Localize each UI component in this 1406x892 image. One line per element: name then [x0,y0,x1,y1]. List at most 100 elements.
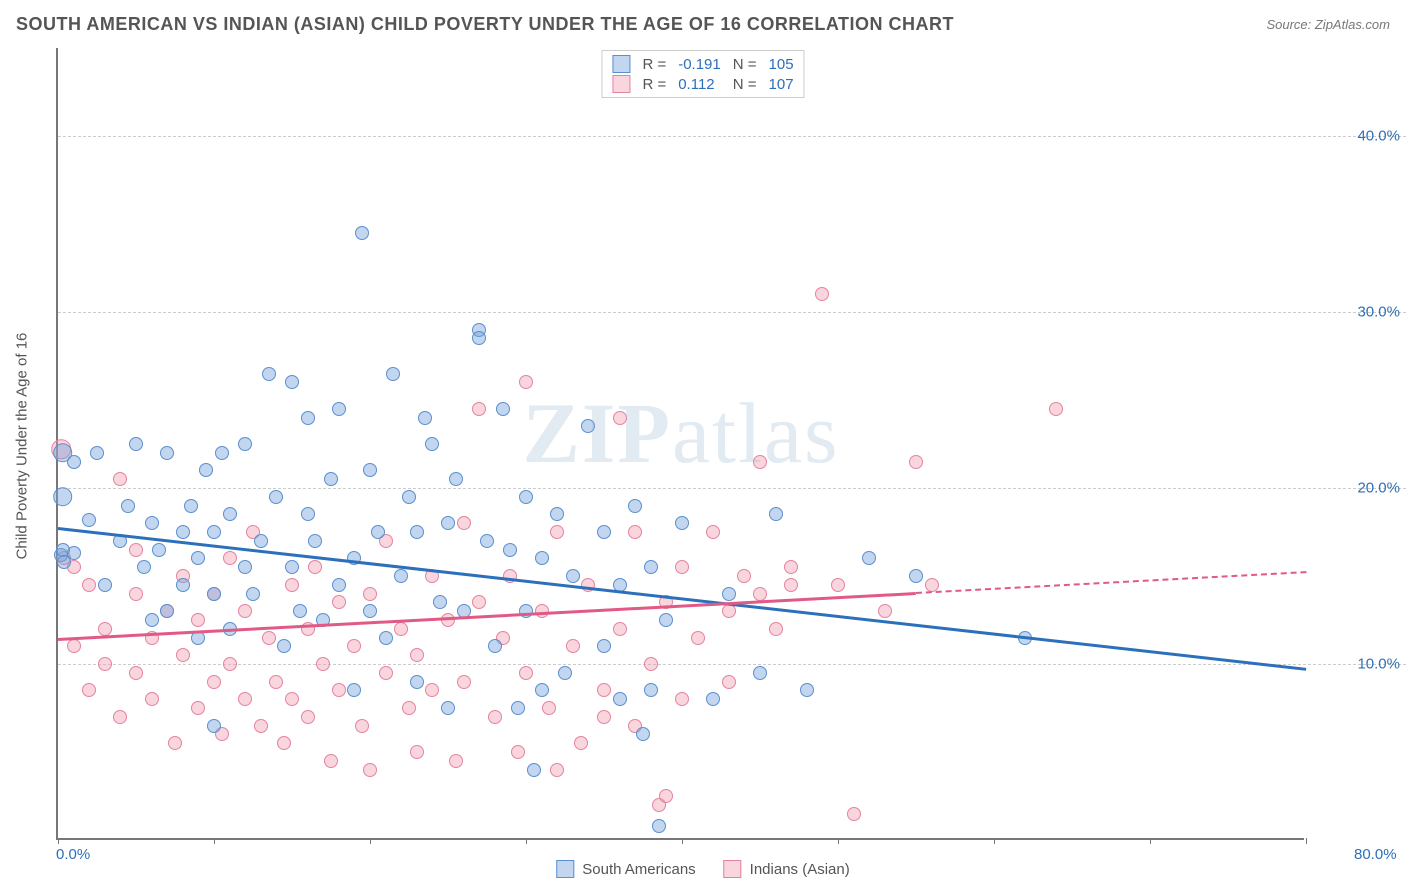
scatter-point [418,411,432,425]
scatter-point [277,736,291,750]
scatter-point [675,692,689,706]
scatter-point [223,507,237,521]
legend-n-label-0: N = [733,56,757,73]
legend-item-0: South Americans [556,860,695,878]
gridline-h [58,664,1406,665]
scatter-point [441,701,455,715]
scatter-point [519,490,533,504]
scatter-point [909,455,923,469]
scatter-point [293,604,307,618]
scatter-point [831,578,845,592]
scatter-point [519,375,533,389]
scatter-point [301,507,315,521]
scatter-point [847,807,861,821]
scatter-point [347,683,361,697]
plot-outer: ZIPatlas 10.0%20.0%30.0%40.0% [56,48,1304,840]
scatter-point [1049,402,1063,416]
scatter-point [628,525,642,539]
x-tick-mark [58,838,59,844]
scatter-point [191,551,205,565]
trend-line [58,527,1306,671]
scatter-point [800,683,814,697]
scatter-point [199,463,213,477]
plot-area: ZIPatlas 10.0%20.0%30.0%40.0% [56,48,1304,840]
legend-swatch-bottom-0 [556,860,574,878]
scatter-point [176,648,190,662]
scatter-point [659,789,673,803]
scatter-point [98,622,112,636]
x-tick-mark [370,838,371,844]
scatter-point [496,402,510,416]
legend-swatch-series-0 [612,55,630,73]
scatter-point [363,587,377,601]
y-axis-title: Child Poverty Under the Age of 16 [14,333,31,560]
scatter-point [223,551,237,565]
x-tick-mark [838,838,839,844]
scatter-point [98,657,112,671]
x-tick-mark [1150,838,1151,844]
scatter-point [644,560,658,574]
scatter-point [207,719,221,733]
scatter-point [129,437,143,451]
scatter-point [152,543,166,557]
title-bar: SOUTH AMERICAN VS INDIAN (ASIAN) CHILD P… [16,14,1390,35]
scatter-point [769,622,783,636]
scatter-point [316,657,330,671]
legend-swatch-series-1 [612,75,630,93]
scatter-point [535,683,549,697]
scatter-point [402,490,416,504]
scatter-point [145,692,159,706]
scatter-point [769,507,783,521]
scatter-point [706,525,720,539]
scatter-point [394,622,408,636]
scatter-point [301,411,315,425]
scatter-point [308,534,322,548]
scatter-point [160,604,174,618]
scatter-point [262,631,276,645]
scatter-point [332,578,346,592]
scatter-point [597,639,611,653]
scatter-point [410,745,424,759]
legend-r-label-1: R = [642,76,666,93]
scatter-point [909,569,923,583]
scatter-point [628,499,642,513]
legend-label-1: Indians (Asian) [750,861,850,878]
legend-r-label-0: R = [642,56,666,73]
y-tick-label: 10.0% [1357,656,1400,673]
scatter-point [238,560,252,574]
scatter-point [706,692,720,706]
scatter-point [379,631,393,645]
scatter-point [550,507,564,521]
scatter-point [67,455,81,469]
legend-swatch-bottom-1 [724,860,742,878]
scatter-point [301,710,315,724]
scatter-point [176,578,190,592]
x-axis-max-label: 80.0% [1354,846,1397,863]
scatter-point [472,331,486,345]
scatter-point [441,516,455,530]
scatter-point [488,639,502,653]
scatter-point [410,648,424,662]
scatter-point [129,666,143,680]
scatter-point [574,736,588,750]
scatter-point [550,525,564,539]
x-tick-mark [214,838,215,844]
scatter-point [722,587,736,601]
scatter-point [566,639,580,653]
scatter-point [254,534,268,548]
y-tick-label: 30.0% [1357,304,1400,321]
trend-line [58,592,916,641]
scatter-point [223,657,237,671]
scatter-point [457,516,471,530]
scatter-point [862,551,876,565]
scatter-point [57,555,71,569]
scatter-point [285,692,299,706]
scatter-point [53,487,73,507]
scatter-point [137,560,151,574]
scatter-point [386,367,400,381]
scatter-point [355,719,369,733]
scatter-point [277,639,291,653]
scatter-point [737,569,751,583]
scatter-point [207,675,221,689]
scatter-point [191,613,205,627]
